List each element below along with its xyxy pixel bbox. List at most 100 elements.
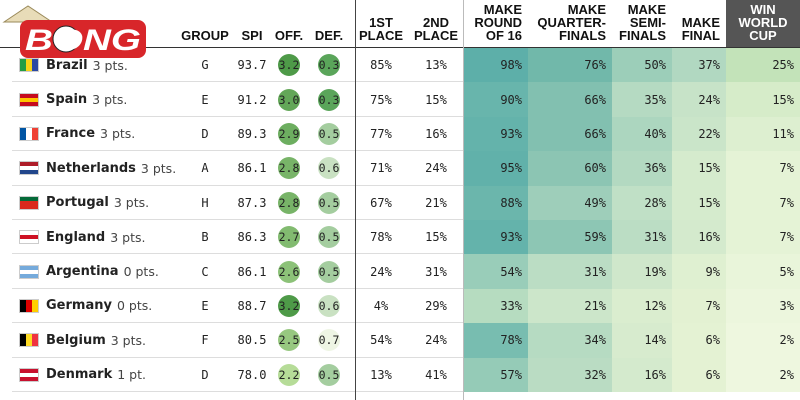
cell: 0.3 (312, 48, 346, 82)
cell: 21% (528, 288, 612, 324)
row-rule (12, 81, 464, 83)
defense-rating: 0.6 (318, 294, 340, 317)
cell: 0.5 (312, 254, 346, 288)
points: 3 pts. (92, 57, 128, 73)
cell: 54% (464, 254, 528, 289)
cell: 22% (672, 116, 726, 152)
cell: 71% (370, 161, 392, 176)
column-header: OFF. (274, 28, 304, 43)
team: Spain (46, 92, 88, 108)
cell: F (201, 333, 209, 348)
cell: 15% (726, 82, 800, 117)
column-header: SPI (241, 28, 263, 43)
cell: 2.8 (274, 186, 304, 220)
flag (19, 92, 39, 107)
cell: 2.5 (274, 323, 304, 357)
cell: 9% (672, 254, 726, 289)
cell: 5% (726, 254, 800, 289)
cell: 3.0 (274, 82, 304, 116)
cell: A (201, 161, 209, 176)
cell: 16% (612, 357, 672, 392)
cell: 0.3 (312, 82, 346, 116)
cell: 28% (612, 185, 672, 220)
cell: 90% (464, 82, 528, 117)
cell: 89.3 (237, 126, 267, 141)
defense-rating: 0.5 (318, 260, 340, 283)
defense-rating: 0.5 (318, 191, 340, 214)
cell: 33% (464, 288, 528, 324)
cell: 4% (373, 298, 389, 313)
cell: 6% (672, 357, 726, 392)
cell: 31% (612, 220, 672, 255)
cell: 35% (612, 82, 672, 117)
cell: H (201, 195, 209, 210)
cell: 85% (370, 58, 392, 73)
column-header: 2ND PLACE (413, 15, 459, 43)
cell: G (201, 58, 209, 73)
column-header: WIN WORLD CUP (726, 0, 800, 48)
offense-rating: 2.8 (278, 191, 300, 214)
cell: 24% (672, 82, 726, 117)
cell: 15% (425, 230, 447, 245)
cell: 7% (726, 151, 800, 186)
row-rule (12, 150, 464, 152)
cell: 78% (464, 323, 528, 358)
team-name: Portugal 3 pts. (46, 186, 196, 220)
logo-text: BONG (25, 24, 141, 57)
cell: 31% (425, 264, 447, 279)
flag (19, 299, 39, 313)
flag (19, 58, 39, 73)
cell: E (201, 298, 209, 313)
column-header: MAKE ROUND OF 16 (474, 2, 522, 43)
row-rule (12, 184, 464, 186)
cell: 24% (425, 333, 447, 348)
offense-rating: 2.8 (278, 157, 300, 180)
cell: 2.9 (274, 117, 304, 151)
cell: 15% (425, 92, 447, 107)
cell: 7% (726, 220, 800, 255)
cell: 86.3 (237, 230, 267, 245)
cell: 49% (528, 185, 612, 220)
cell: 13% (425, 58, 447, 73)
cell: 0.5 (312, 186, 346, 220)
defense-rating: 0.3 (318, 54, 340, 77)
cell: 66% (528, 116, 612, 152)
cell: 12% (612, 288, 672, 324)
team-name: Belgium 3 pts. (46, 323, 196, 357)
cell: 2% (726, 357, 800, 392)
cell: 2.2 (274, 358, 304, 392)
team: Netherlands (46, 160, 136, 176)
cell: C (201, 264, 209, 279)
cell: 88.7 (237, 298, 267, 313)
flag (19, 333, 39, 348)
team: Belgium (46, 332, 106, 348)
cell: 86.1 (237, 161, 267, 176)
cell: 88% (464, 185, 528, 220)
cell: 31% (528, 254, 612, 289)
cell: 37% (672, 48, 726, 83)
points: 0 pts. (116, 298, 153, 314)
cell: 66% (528, 82, 612, 117)
cell: 32% (528, 357, 612, 392)
team: Brazil (46, 57, 88, 73)
cell: 59% (528, 220, 612, 255)
cell: 54% (370, 333, 392, 348)
cell: 7% (726, 185, 800, 220)
cell: 93% (464, 220, 528, 255)
cell: 0.6 (312, 151, 346, 185)
cell: 3.2 (274, 48, 304, 82)
cell: 2.8 (274, 151, 304, 185)
points: 3 pts. (100, 126, 136, 142)
cell: 76% (528, 48, 612, 83)
offense-rating: 2.2 (278, 363, 300, 386)
cell: 0.5 (312, 220, 346, 254)
points: 3 pts. (140, 160, 177, 176)
defense-rating: 0.5 (318, 363, 340, 386)
cell: E (201, 92, 209, 107)
logo-ball (52, 25, 80, 53)
cell: 3% (726, 288, 800, 324)
team: France (46, 126, 96, 142)
cell: 3.2 (274, 289, 304, 323)
cell: 98% (464, 48, 528, 83)
